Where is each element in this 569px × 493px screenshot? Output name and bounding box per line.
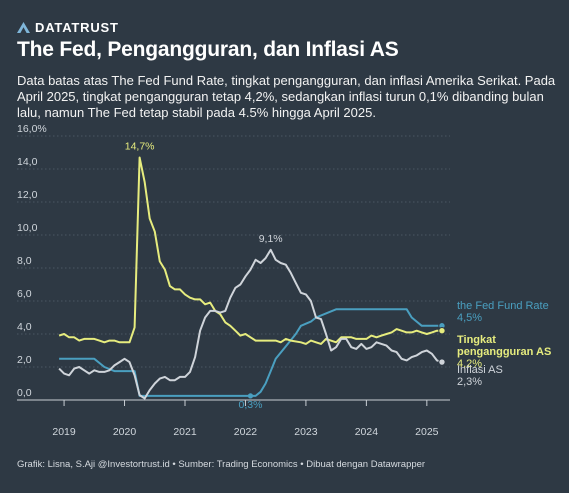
legend-label-line: Tingkat	[457, 334, 496, 346]
series-lines	[58, 156, 446, 400]
x-tick-label: 2025	[415, 426, 439, 438]
y-tick-label: 10,0	[17, 222, 38, 234]
x-tick-label: 2019	[52, 426, 76, 438]
legend-label-name: Inflasi AS	[457, 364, 503, 376]
annotations: 14,7% 9,1% 0,3%	[125, 140, 283, 410]
legend-label-value: 2,3%	[457, 376, 482, 388]
triangle-logo-icon	[17, 22, 30, 33]
annotation-label: 9,1%	[259, 233, 283, 245]
x-tick-label: 2022	[234, 426, 258, 438]
y-tick-label: 16,0%	[17, 123, 47, 135]
y-tick-label: 2,0	[17, 354, 32, 366]
brand-logo: DATATRUST	[17, 20, 119, 35]
legend-label-value: 4,2%	[457, 358, 482, 370]
x-tick-label: 2021	[173, 426, 197, 438]
gridlines	[17, 135, 450, 401]
y-tick-label: 8,0	[17, 255, 32, 267]
chart-footer-credit: Grafik: Lisna, S.Aji @Investortrust.id •…	[17, 459, 426, 470]
y-tick-label: 12,0	[17, 189, 38, 201]
legend-label-line: pengangguran AS	[457, 346, 551, 358]
legend-label-name: Tingkat pengangguran AS	[457, 334, 551, 358]
legend-label-name: the Fed Fund Rate	[457, 300, 549, 312]
series-line-tingkat-pengangguran-as	[58, 156, 442, 345]
legend-label-value: 4,5%	[457, 312, 482, 324]
x-tick-label: 2020	[113, 426, 137, 438]
annotation-point	[247, 393, 254, 399]
brand-name: DATATRUST	[35, 20, 119, 35]
chart-subtitle: Data batas atas The Fed Fund Rate, tingk…	[17, 73, 556, 120]
x-tick-label: 2024	[355, 426, 379, 438]
series-line-inflasi-as	[58, 248, 443, 400]
y-tick-label: 4,0	[17, 321, 32, 333]
chart-title: The Fed, Pengangguran, dan Inflasi AS	[17, 38, 399, 61]
y-tick-label: 6,0	[17, 288, 32, 300]
y-tick-label: 14,0	[17, 156, 38, 168]
x-tick-label: 2023	[294, 426, 318, 438]
series-end-point-inflasi-as	[438, 358, 446, 366]
axes: 0,0 2,0 4,0 6,0 8,0 10,0 12,0 14,0 16,0% 2019 2020…	[17, 123, 439, 438]
series-end-point-tingkat-pengangguran-as	[438, 327, 446, 335]
annotation-label: 14,7%	[125, 140, 155, 152]
annotation-label: 0,3%	[239, 399, 263, 411]
series-line-the-fed-fund-rate	[59, 308, 442, 397]
y-tick-label: 0,0	[17, 387, 32, 399]
